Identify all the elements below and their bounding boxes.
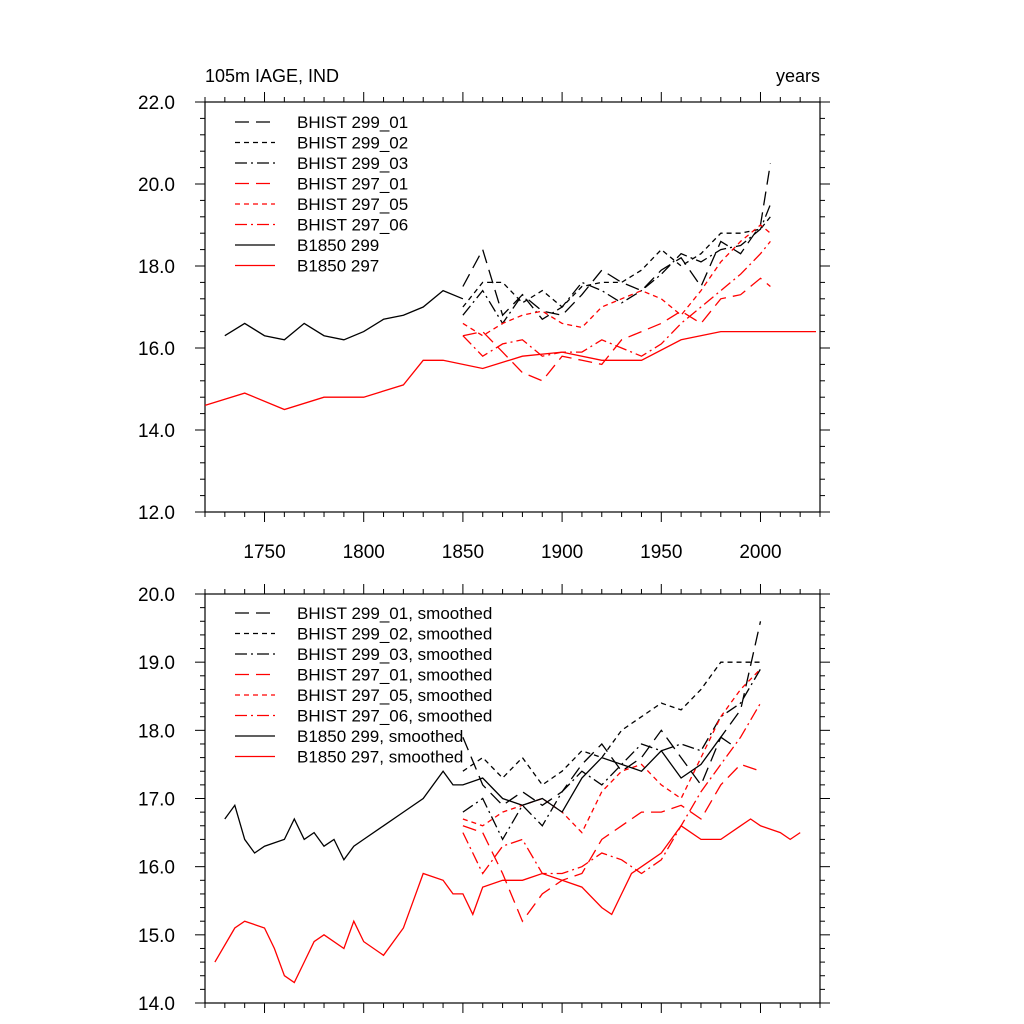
chart-title: 105m IAGE, IND: [205, 66, 339, 86]
y-tick-label: 14.0: [138, 421, 175, 442]
legend-label: B1850 299: [297, 236, 379, 255]
legend-label: BHIST 299_01: [297, 113, 408, 132]
top-panel: 105m IAGE, IND years 1750 1800 1850 1900 195…: [138, 66, 830, 563]
y-tick-label: 16.0: [138, 339, 175, 360]
legend-label: BHIST 297_05: [297, 195, 408, 214]
legend-label: BHIST 299_02: [297, 134, 408, 153]
plot-frame: [204, 101, 821, 513]
y-tick-label: 12.0: [138, 503, 175, 524]
x-tick-label: 1850: [442, 542, 484, 563]
legend-label: BHIST 297_05, smoothed: [297, 686, 492, 705]
series-line: [462, 163, 772, 317]
series-line: [462, 661, 761, 786]
legend-label: BHIST 297_06, smoothed: [297, 707, 492, 726]
y-tick-label: 20.0: [138, 585, 175, 606]
y-tick-label: 16.0: [138, 858, 175, 879]
series-line: [462, 277, 771, 382]
legend-label: BHIST 297_06: [297, 216, 408, 235]
legend-label: BHIST 299_03: [297, 154, 408, 173]
y-tick-label: 19.0: [138, 653, 175, 674]
x-tick-label: 1800: [343, 542, 385, 563]
series-line: [462, 702, 762, 875]
y-tick-label: 18.0: [138, 721, 175, 742]
legend-label: BHIST 297_01, smoothed: [297, 666, 492, 685]
series-line: [462, 668, 761, 834]
series-line: [204, 330, 816, 411]
bottom-panel: 14.0 15.0 16.0 17.0 18.0 19.0 20.0 BHIST 299_01…: [138, 584, 830, 1015]
legend-label: B1850 297: [297, 257, 379, 276]
series-line: [462, 216, 771, 308]
y-tick-label: 22.0: [138, 93, 175, 114]
series-line: [462, 668, 762, 841]
legend-label: BHIST 299_01, smoothed: [297, 604, 492, 623]
legend-label: BHIST 297_01: [297, 175, 408, 194]
y-tick-label: 20.0: [138, 175, 175, 196]
series-line: [224, 289, 464, 341]
x-tick-label: 2000: [739, 542, 781, 563]
series-line: [224, 736, 732, 862]
x-tick-label: 1900: [541, 542, 583, 563]
series-line: [462, 621, 762, 807]
y-tick-label: 14.0: [138, 994, 175, 1015]
y-tick-label: 15.0: [138, 926, 175, 947]
series-line: [214, 818, 801, 984]
y-tick-label: 18.0: [138, 257, 175, 278]
x-tick-label: 1750: [243, 542, 285, 563]
series-line: [462, 224, 771, 337]
series-line: [462, 240, 771, 358]
legend-label: BHIST 299_03, smoothed: [297, 645, 492, 664]
legend-label: B1850 297, smoothed: [297, 748, 463, 767]
x-tick-label: 1950: [640, 542, 682, 563]
series-line: [462, 763, 761, 923]
legend-label: BHIST 299_02, smoothed: [297, 625, 492, 644]
legend-label: B1850 299, smoothed: [297, 727, 463, 746]
units-label: years: [776, 66, 820, 86]
series-line: [462, 204, 772, 325]
y-tick-label: 17.0: [138, 790, 175, 811]
